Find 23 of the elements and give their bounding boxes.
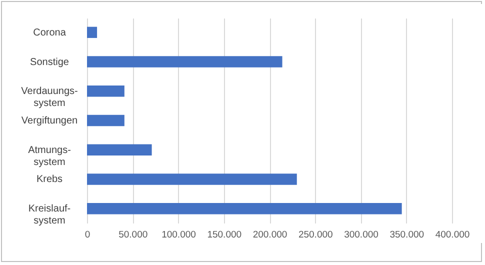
- y-tick-label: Atmungs-system: [28, 144, 71, 168]
- bar: [87, 26, 98, 38]
- x-tick-label: 100.000: [162, 230, 196, 240]
- x-tick-label: 400.000: [435, 230, 470, 240]
- x-tick-label: 200.000: [252, 230, 288, 240]
- bar: [87, 144, 152, 156]
- y-tick-label: Sonstige: [30, 56, 70, 68]
- bar: [87, 86, 124, 97]
- bar: [87, 56, 282, 68]
- x-tick-label: 350.000: [390, 230, 424, 240]
- x-tick-label: 300.000: [344, 230, 378, 240]
- bar: [87, 203, 402, 214]
- x-tick-label: 50.000: [118, 230, 148, 240]
- y-tick-label: Corona: [33, 27, 66, 38]
- y-tick-label: Krebs: [36, 174, 63, 186]
- x-tick-label: 150.000: [207, 230, 242, 240]
- y-tick-label: Vergiftungen: [21, 116, 78, 126]
- x-tick-label: 250.000: [298, 230, 333, 240]
- x-tick-label: 0: [84, 230, 90, 240]
- y-tick-label: Kreislauf-system: [28, 204, 71, 227]
- y-tick-label: Verdauungs-system: [21, 86, 78, 110]
- bar: [87, 174, 297, 185]
- bar: [87, 114, 124, 126]
